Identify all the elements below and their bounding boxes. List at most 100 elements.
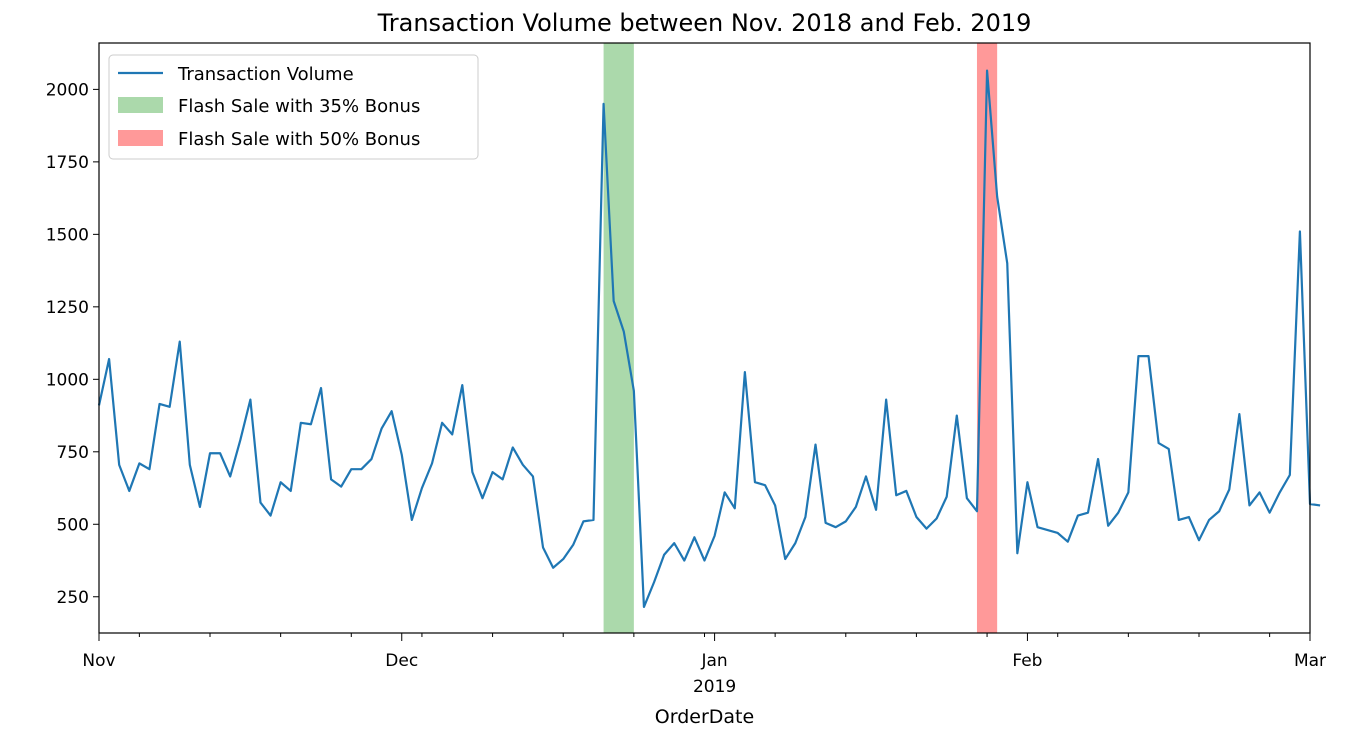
data-point <box>956 414 958 416</box>
data-point <box>451 433 453 435</box>
data-point <box>1157 442 1159 444</box>
data-point <box>1046 529 1048 531</box>
flash-sale-spans <box>603 43 998 633</box>
data-point <box>370 458 372 460</box>
data-point <box>249 398 251 400</box>
data-point <box>441 422 443 424</box>
data-point <box>350 468 352 470</box>
flash-sale-span-2 <box>976 43 998 633</box>
data-point <box>300 422 302 424</box>
data-point <box>1228 488 1230 490</box>
data-point <box>340 485 342 487</box>
y-tick-label: 1500 <box>46 225 89 245</box>
data-point <box>925 527 927 529</box>
data-point <box>713 535 715 537</box>
data-point <box>915 516 917 518</box>
data-point <box>461 384 463 386</box>
data-point <box>229 475 231 477</box>
data-point <box>532 475 534 477</box>
data-point <box>744 371 746 373</box>
data-point <box>895 494 897 496</box>
data-point <box>168 406 170 408</box>
data-point <box>1258 491 1260 493</box>
data-point <box>1077 514 1079 516</box>
data-point <box>986 69 988 71</box>
chart-title: Transaction Volume between Nov. 2018 and… <box>377 9 1032 37</box>
data-point <box>259 501 261 503</box>
data-point <box>542 546 544 548</box>
y-tick-label: 2000 <box>46 80 89 100</box>
data-point <box>239 439 241 441</box>
data-point <box>653 581 655 583</box>
data-point <box>148 468 150 470</box>
y-tick-label: 250 <box>57 588 89 608</box>
data-point <box>199 506 201 508</box>
data-point <box>380 427 382 429</box>
y-axis: 250 500 750 1000 1250 1500 1750 2000 <box>46 80 99 608</box>
data-point <box>633 390 635 392</box>
data-point <box>592 519 594 521</box>
series-layer <box>97 69 1321 609</box>
data-point <box>128 490 130 492</box>
y-tick-label: 1250 <box>46 298 89 318</box>
data-point <box>421 487 423 489</box>
legend-box <box>108 54 479 160</box>
data-point <box>1026 481 1028 483</box>
y-tick-label: 1000 <box>46 370 89 390</box>
data-point <box>320 387 322 389</box>
y-tick-label: 500 <box>57 515 89 535</box>
data-point <box>1087 511 1089 513</box>
data-point <box>1178 519 1180 521</box>
x-tick-label: Jan <box>700 651 727 671</box>
data-point <box>1097 458 1099 460</box>
data-point <box>108 358 110 360</box>
legend: Transaction Volume Flash Sale with 35% Bo… <box>108 54 479 160</box>
plot-area <box>97 42 1321 634</box>
data-point <box>512 446 514 448</box>
data-point <box>602 103 604 105</box>
x-tick-label: Feb <box>1012 651 1042 671</box>
data-point <box>1238 413 1240 415</box>
legend-label-50: Flash Sale with 50% Bonus <box>178 129 420 150</box>
data-point <box>723 491 725 493</box>
data-point <box>501 478 503 480</box>
data-point <box>1006 262 1008 264</box>
data-point <box>1299 230 1301 232</box>
x-tick-sublabel: 2019 <box>693 677 736 697</box>
data-point <box>865 475 867 477</box>
data-point <box>834 526 836 528</box>
data-point <box>794 542 796 544</box>
legend-label-35: Flash Sale with 35% Bonus <box>178 96 420 117</box>
data-point <box>855 506 857 508</box>
flash-sale-span-1 <box>603 43 634 633</box>
x-tick-label: Nov <box>82 651 115 671</box>
y-tick-label: 750 <box>57 443 89 463</box>
x-tick-label: Dec <box>385 651 418 671</box>
data-point <box>481 497 483 499</box>
data-point <box>885 398 887 400</box>
data-point <box>552 567 554 569</box>
data-point <box>1036 526 1038 528</box>
series-line-1 <box>97 69 1321 609</box>
data-point <box>360 468 362 470</box>
data-point <box>673 542 675 544</box>
data-point <box>1067 540 1069 542</box>
data-point <box>582 520 584 522</box>
data-point <box>734 507 736 509</box>
data-point <box>935 517 937 519</box>
data-point <box>138 462 140 464</box>
data-point <box>774 504 776 506</box>
data-point <box>1188 516 1190 518</box>
data-point <box>189 464 191 466</box>
data-point <box>946 496 948 498</box>
data-point <box>663 554 665 556</box>
data-point <box>693 536 695 538</box>
data-point <box>754 481 756 483</box>
data-point <box>290 490 292 492</box>
data-point <box>1016 552 1018 554</box>
data-point <box>976 510 978 512</box>
x-axis: Nov Dec Jan 2019 Feb Mar <box>82 633 1326 697</box>
data-point <box>875 509 877 511</box>
data-point <box>1208 519 1210 521</box>
